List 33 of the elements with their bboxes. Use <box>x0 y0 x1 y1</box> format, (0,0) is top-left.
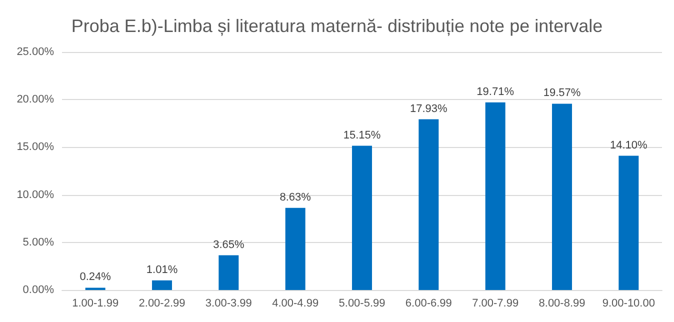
y-tick-label: 10.00% <box>16 188 54 201</box>
x-tick-label: 6.00-6.99 <box>405 298 452 310</box>
bar <box>485 102 506 290</box>
y-tick-label: 0.00% <box>22 284 54 296</box>
data-label: 19.57% <box>543 87 581 100</box>
data-label: 17.93% <box>410 102 448 115</box>
x-tick-label: 4.00-4.99 <box>272 298 319 310</box>
x-tick-label: 8.00-8.99 <box>538 298 586 310</box>
bar <box>618 156 639 290</box>
y-tick-label: 20.00% <box>16 94 54 106</box>
data-label: 19.71% <box>476 86 514 98</box>
bar <box>352 146 372 290</box>
chart-title: Proba E.b)-Limba și literatura maternă- distribuție note pe intervale <box>71 16 603 36</box>
bar <box>552 104 572 290</box>
x-tick-label: 1.00-1.99 <box>72 298 119 310</box>
x-tick-label: 3.00-3.99 <box>205 298 252 310</box>
data-label: 14.10% <box>610 139 648 152</box>
data-label: 1.01% <box>146 264 178 276</box>
data-label: 0.24% <box>80 271 112 284</box>
bar <box>418 119 439 290</box>
y-tick-label: 25.00% <box>16 46 54 58</box>
bar <box>285 208 306 290</box>
y-tick-label: 15.00% <box>16 141 54 154</box>
data-label: 15.15% <box>343 129 381 142</box>
x-tick-label: 2.00-2.99 <box>138 298 186 310</box>
y-tick-label: 5.00% <box>22 236 54 248</box>
data-label: 3.65% <box>213 238 244 251</box>
x-tick-label: 7.00-7.99 <box>472 298 519 310</box>
bar <box>152 280 172 290</box>
x-tick-label: 5.00-5.99 <box>338 298 386 310</box>
data-label: 8.63% <box>280 191 312 204</box>
x-tick-label: 9.00-10.00 <box>602 298 655 310</box>
bar <box>218 255 239 290</box>
